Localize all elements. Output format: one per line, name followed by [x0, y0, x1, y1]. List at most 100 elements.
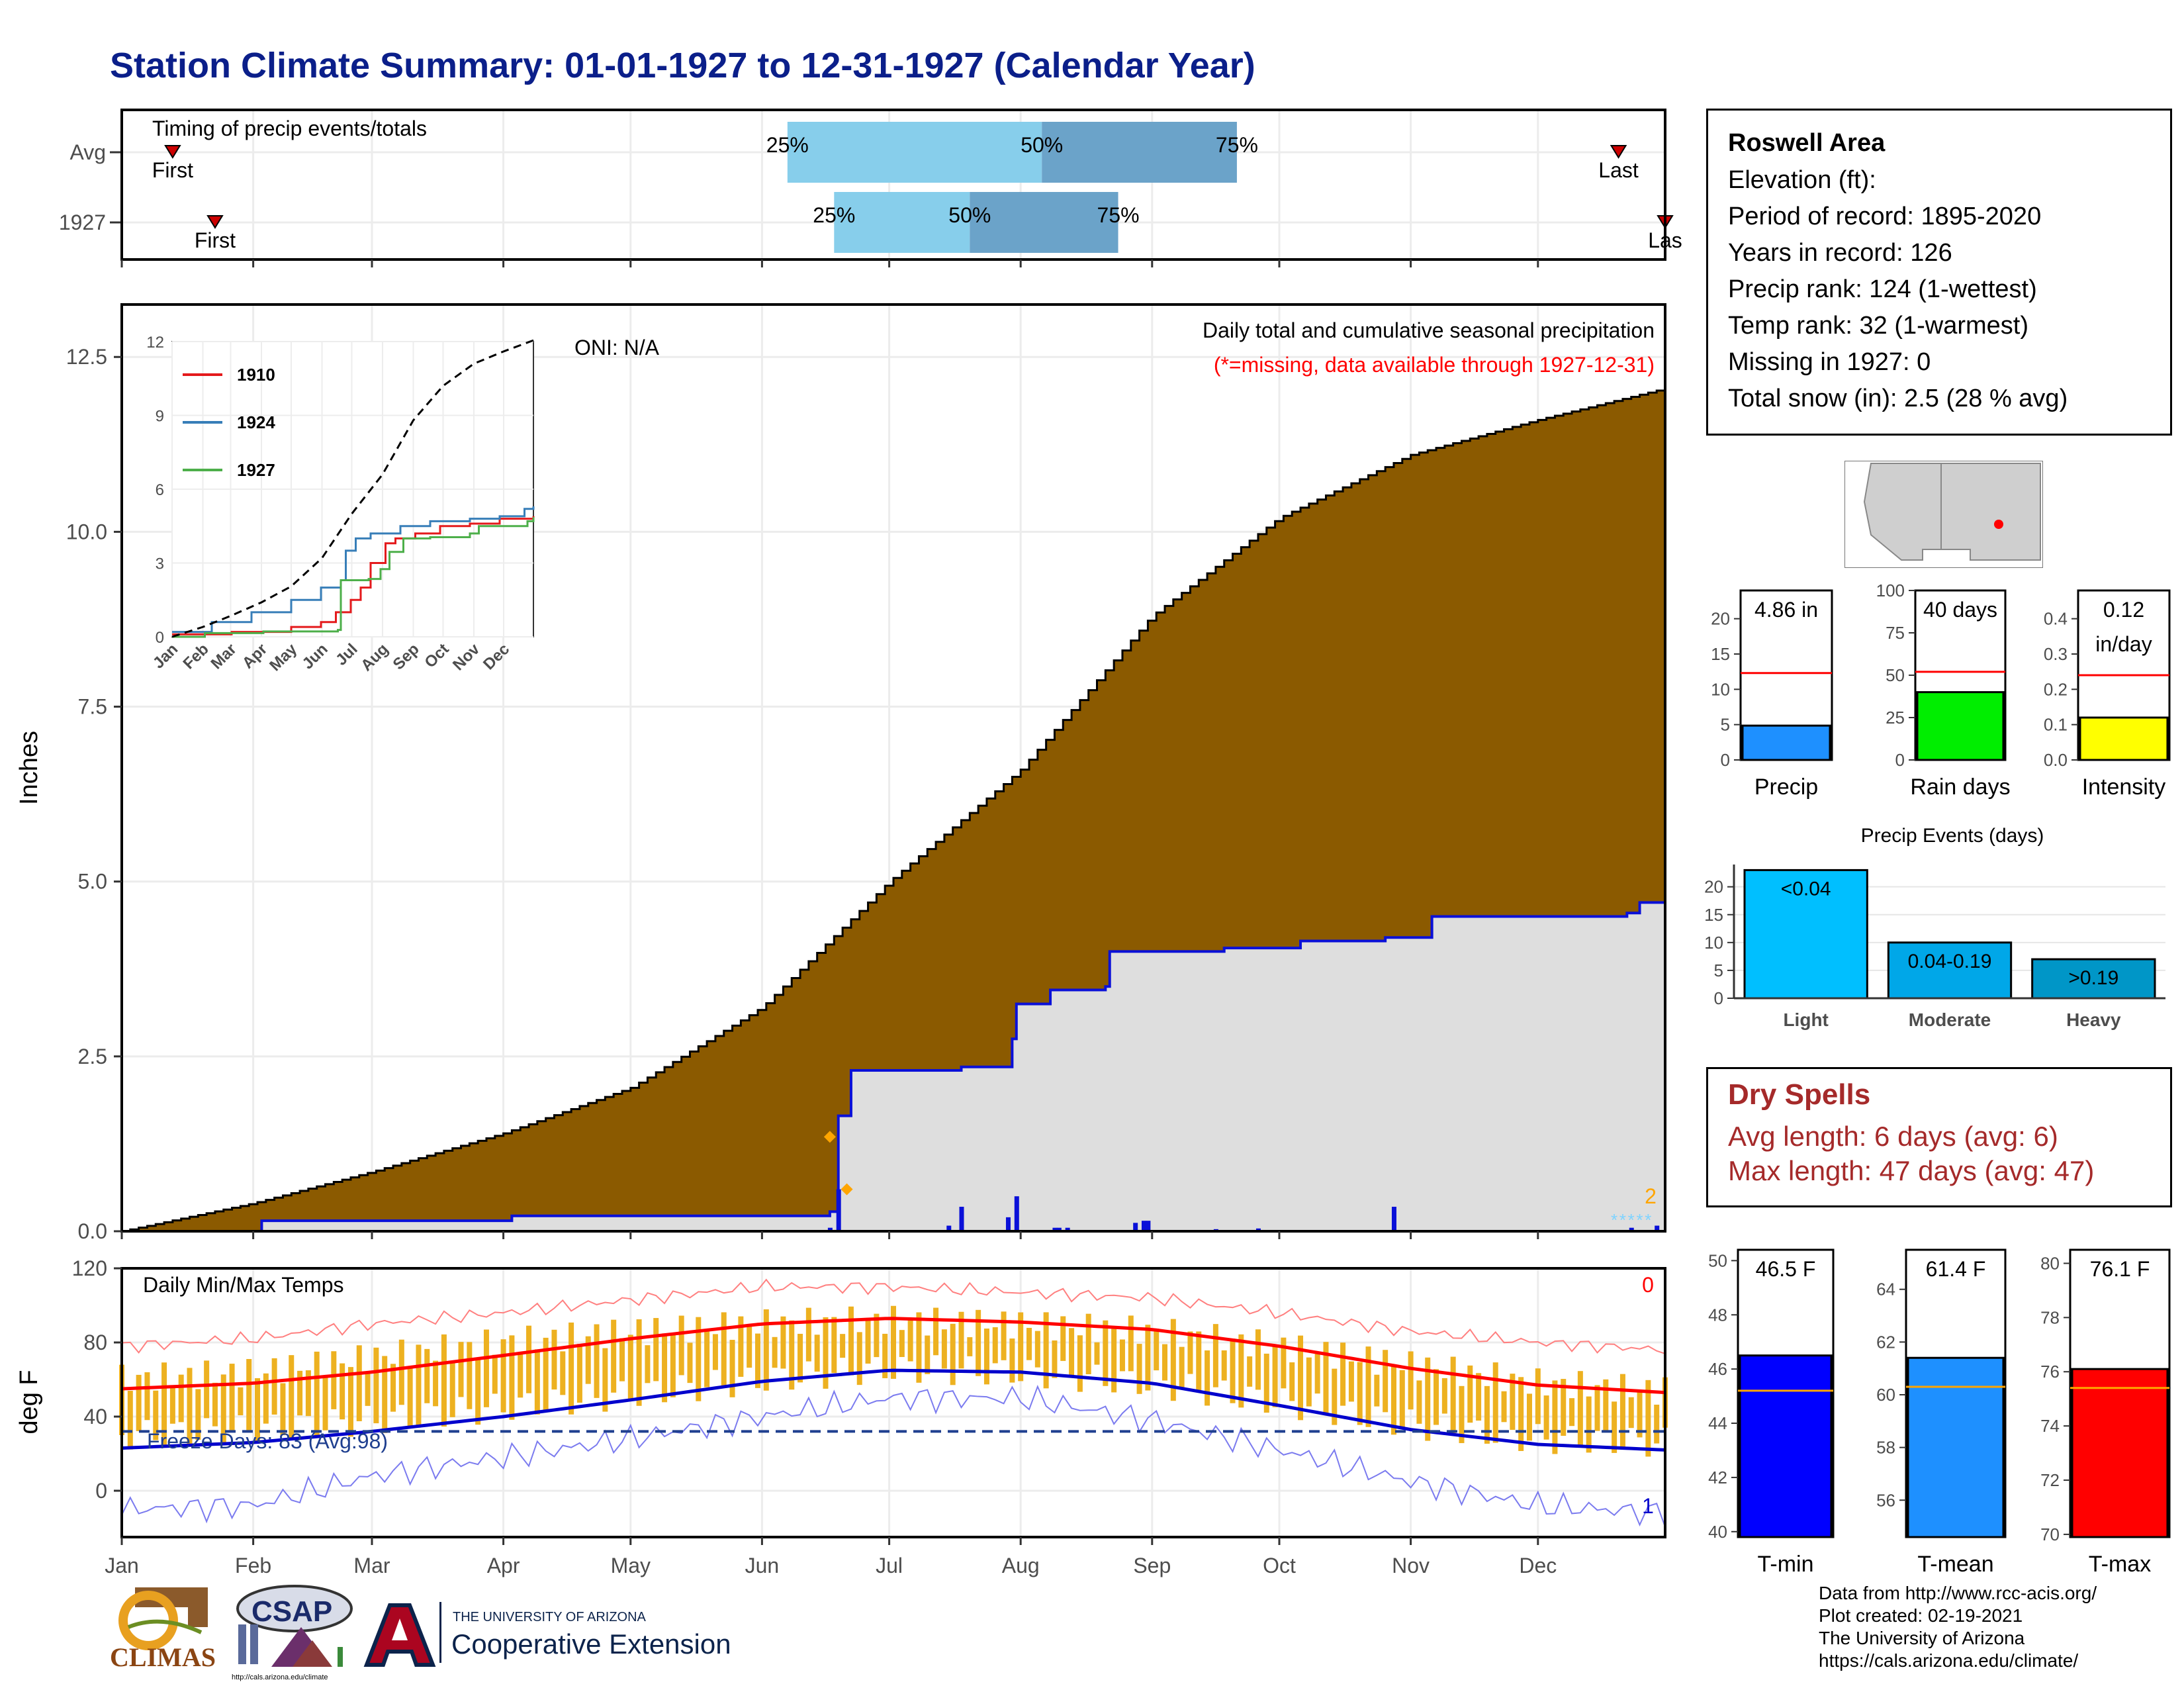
stat-tick-label: 58: [1876, 1438, 1895, 1458]
snow-marker: *: [1611, 1210, 1617, 1230]
daily-temp-bar: [602, 1348, 608, 1412]
daily-temp-bar: [916, 1312, 922, 1383]
daily-temp-bar: [1247, 1356, 1253, 1387]
stat-tick-label: 56: [1876, 1490, 1895, 1510]
snow-marker: *: [1619, 1210, 1626, 1230]
location-map: [1844, 461, 2043, 568]
daily-temp-bar: [365, 1372, 371, 1406]
stat-tick-label: 78: [2040, 1307, 2060, 1327]
daily-temp-bar: [1128, 1315, 1134, 1372]
stat-value-label: 0.12: [2103, 598, 2144, 622]
stat-tick-label: 0: [1895, 750, 1905, 770]
daily-temp-bar: [390, 1364, 396, 1412]
first-label: First: [152, 158, 193, 182]
stat-tick-label: 46: [1708, 1359, 1727, 1379]
daily-temp-bar: [1374, 1374, 1380, 1407]
daily-temp-bar: [1416, 1380, 1422, 1424]
station-info-line: Elevation (ft):: [1728, 166, 1876, 194]
daily-temp-bar: [340, 1363, 345, 1420]
event-tick-label: 10: [1704, 933, 1723, 953]
daily-temp-bar: [1060, 1316, 1066, 1361]
x-tick-label: May: [611, 1554, 651, 1577]
daily-temp-bar: [1018, 1312, 1024, 1382]
daily-temp-bar: [1577, 1371, 1583, 1447]
daily-temp-bar: [611, 1319, 617, 1393]
daily-temp-bar: [305, 1370, 311, 1417]
daily-temp-bar: [136, 1374, 142, 1431]
stat-tick-label: 74: [2040, 1416, 2060, 1436]
daily-temp-bar: [1289, 1362, 1295, 1401]
daily-temp-bar: [882, 1333, 888, 1379]
first-event-marker: [164, 145, 181, 159]
daily-temp-bar: [1009, 1338, 1015, 1383]
daily-temp-bar: [814, 1335, 820, 1372]
daily-temp-bar: [958, 1311, 964, 1369]
missing-note: (*=missing, data available through 1927-…: [1214, 353, 1655, 377]
y-tick-label: 5.0: [78, 870, 107, 894]
daily-temp-bar: [925, 1335, 931, 1374]
daily-precip-bar: [836, 1189, 841, 1231]
avg-min-line: [121, 1368, 1666, 1452]
daily-temp-bar: [1654, 1404, 1660, 1444]
temps-title: Daily Min/Max Temps: [143, 1273, 343, 1297]
x-tick-label: Jul: [876, 1554, 903, 1577]
daily-precip-bar: [1014, 1196, 1019, 1231]
daily-temp-bar: [1238, 1334, 1244, 1408]
stat-tick-label: 0.4: [2044, 609, 2068, 629]
hot-days-count: 0: [1642, 1273, 1654, 1297]
daily-temp-bar: [331, 1351, 337, 1409]
daily-temp-bar: [178, 1374, 184, 1423]
daily-precip-bar: [1391, 1207, 1396, 1231]
daily-temp-bar: [645, 1345, 651, 1383]
quartile-label: 25%: [813, 203, 855, 227]
daily-temp-bar: [407, 1366, 413, 1426]
y-tick-label: 2.5: [78, 1045, 107, 1068]
daily-temp-bar: [1450, 1356, 1456, 1434]
daily-temp-bar: [1603, 1379, 1609, 1431]
stat-value-label: 4.86 in: [1754, 598, 1818, 622]
stat-value-label: 61.4 F: [1926, 1257, 1986, 1281]
stat-tick-label: 5: [1721, 715, 1730, 735]
daily-precip-bar: [1056, 1227, 1062, 1231]
precip-count-label: 2: [1645, 1184, 1657, 1208]
daily-temp-bar: [1561, 1379, 1567, 1436]
daily-temp-bar: [1543, 1395, 1549, 1440]
y-tick-label: 120: [72, 1256, 107, 1280]
snow-marker: *: [1628, 1210, 1635, 1230]
daily-temp-bar: [534, 1349, 540, 1415]
csap-url: http://cals.arizona.edu/climate: [232, 1673, 328, 1681]
daily-precip-bar: [1133, 1223, 1138, 1231]
timing-frame: [120, 109, 1666, 261]
daily-temp-bar: [1612, 1401, 1617, 1453]
daily-temp-bar: [976, 1309, 981, 1376]
daily-temp-bar: [144, 1372, 150, 1421]
daily-temp-bar: [1179, 1346, 1185, 1389]
daily-temp-bar: [373, 1347, 379, 1424]
daily-temp-bar: [424, 1348, 430, 1403]
event-tick-label: 20: [1704, 877, 1723, 897]
first-label: First: [195, 228, 236, 252]
daily-temp-bar: [416, 1344, 422, 1427]
stat-value-bar: [2079, 716, 2169, 761]
stat-value-bar: [1916, 691, 2005, 761]
daily-temp-bar: [314, 1351, 320, 1438]
climas-wordmark: CLIMAS: [110, 1642, 216, 1672]
daily-temp-bar: [1221, 1350, 1227, 1381]
csap-wordmark: CSAP: [251, 1595, 333, 1628]
stat-tick-label: 70: [2040, 1524, 2060, 1544]
timing-title: Timing of precip events/totals: [152, 117, 427, 140]
daily-temp-bar: [1205, 1350, 1210, 1406]
stat-tick-label: 10: [1711, 679, 1730, 699]
missing-data-marker: [841, 1183, 853, 1196]
quartile-label: 50%: [948, 203, 991, 227]
daily-temp-bar: [967, 1337, 973, 1356]
stat-value-bar: [2071, 1368, 2169, 1538]
daily-temp-bar: [1619, 1374, 1625, 1449]
temps-frame: [120, 1267, 1666, 1538]
daily-temp-bar: [789, 1320, 795, 1390]
daily-temp-bar: [1340, 1342, 1346, 1406]
daily-temp-bar: [475, 1357, 481, 1425]
daily-temp-bar: [356, 1345, 362, 1421]
daily-temp-bar: [169, 1387, 175, 1424]
daily-temp-bar: [433, 1360, 439, 1407]
